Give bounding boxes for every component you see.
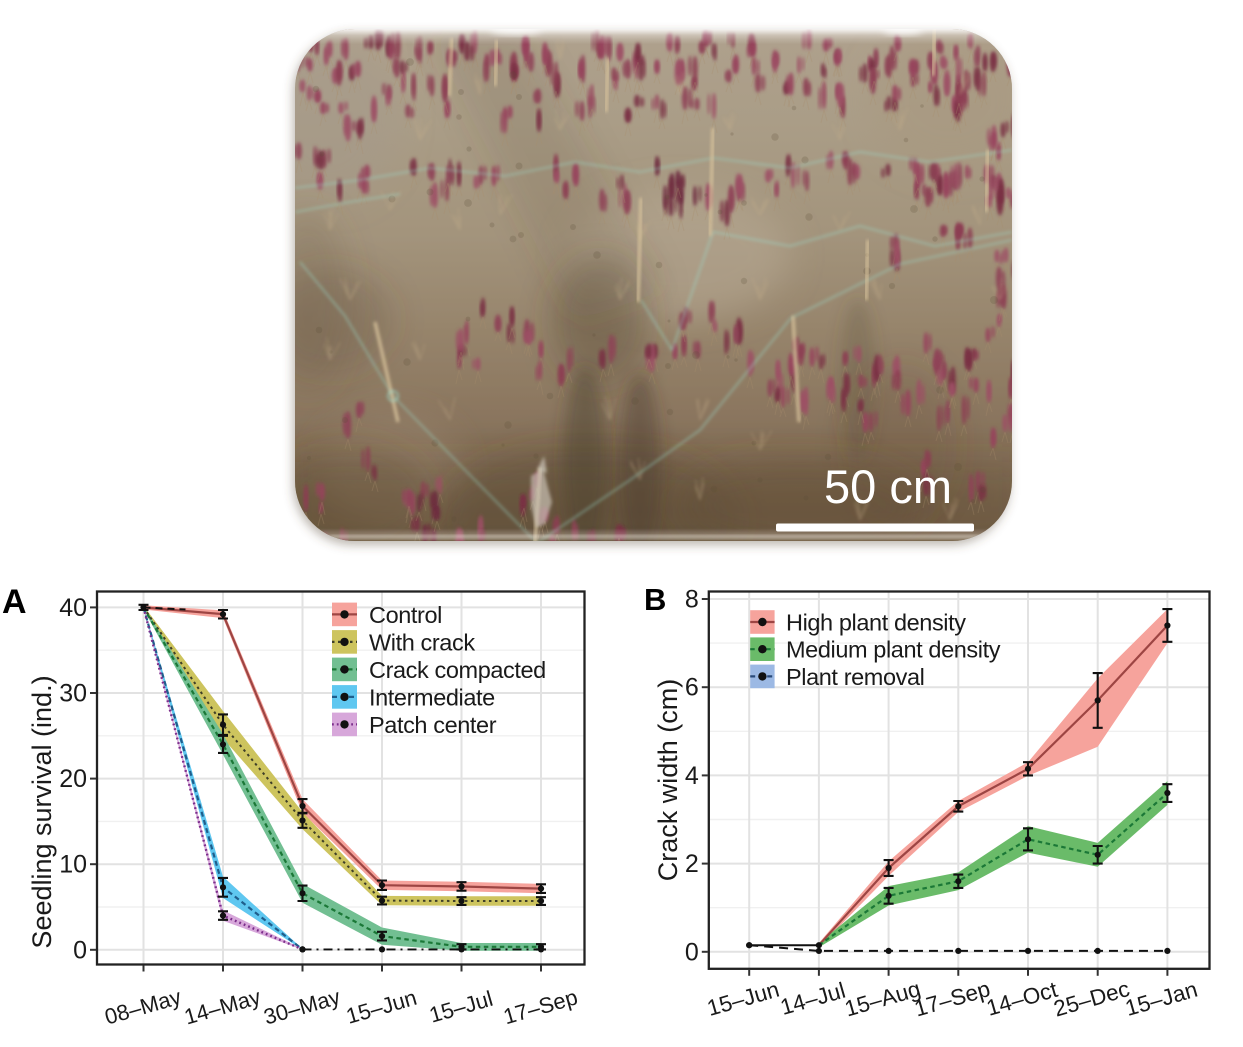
svg-text:30: 30 — [59, 680, 87, 708]
svg-text:Plant removal: Plant removal — [786, 664, 924, 690]
svg-text:Seedling survival (ind.): Seedling survival (ind.) — [27, 675, 57, 948]
svg-text:0: 0 — [685, 938, 699, 966]
svg-text:Intermediate: Intermediate — [369, 684, 495, 710]
svg-text:2: 2 — [685, 850, 699, 878]
svg-text:Patch center: Patch center — [369, 712, 497, 738]
svg-text:Crack compacted: Crack compacted — [369, 657, 546, 683]
svg-text:6: 6 — [685, 674, 699, 702]
svg-text:20: 20 — [59, 765, 87, 793]
svg-text:0: 0 — [73, 936, 87, 964]
svg-text:4: 4 — [685, 762, 699, 790]
svg-text:B: B — [644, 582, 666, 617]
svg-text:10: 10 — [59, 851, 87, 879]
svg-text:Medium plant density: Medium plant density — [786, 637, 1001, 663]
svg-text:High plant density: High plant density — [786, 610, 966, 636]
svg-text:8: 8 — [685, 586, 699, 614]
svg-text:Crack width (cm): Crack width (cm) — [653, 679, 683, 882]
svg-text:A: A — [2, 583, 27, 621]
svg-text:With crack: With crack — [369, 629, 475, 655]
svg-text:40: 40 — [59, 594, 87, 622]
svg-text:Control: Control — [369, 602, 442, 628]
